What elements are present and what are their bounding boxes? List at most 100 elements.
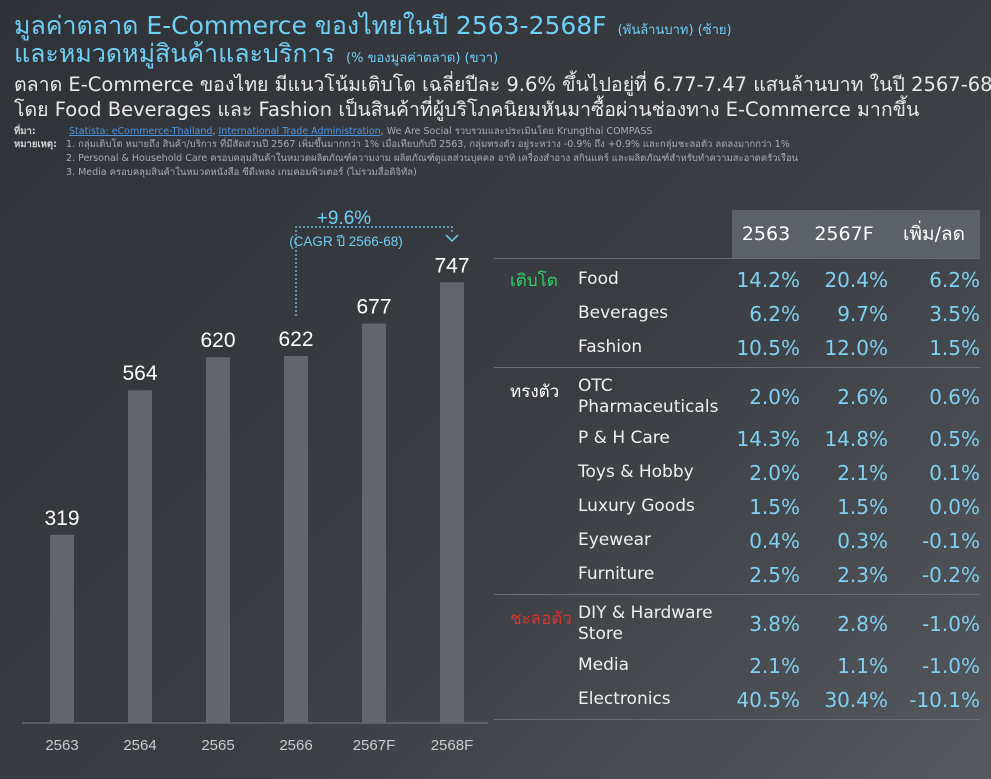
item-label: Toys & Hobby — [578, 462, 694, 483]
category-table: 2563 2567F เพิ่ม/ลด เติบโต Food 14.2% 20… — [494, 210, 980, 720]
bar — [284, 356, 308, 723]
page-title-2: และหมวดหมู่สินค้าและบริการ — [14, 39, 335, 68]
bar-chart: 319 2563 564 2564 620 2565 622 2566 677 2567F 747 2… — [22, 208, 488, 754]
x-tick-label: 2567F — [353, 737, 396, 754]
table-row: Luxury Goods 1.5% 1.5% 0.0% — [494, 490, 980, 524]
table-row: Beverages 6.2% 9.7% 3.5% — [494, 297, 980, 331]
source-line: ที่มา: Statista: eCommerce-Thailand, Int… — [14, 125, 982, 139]
x-tick-label: 2566 — [279, 737, 312, 754]
value-2563: 0.4% — [749, 529, 800, 553]
value-change: -1.0% — [921, 612, 980, 636]
source-separator: , — [212, 125, 219, 137]
table-row: Furniture 2.5% 2.3% -0.2% — [494, 558, 980, 592]
table-row: Media 2.1% 1.1% -1.0% — [494, 649, 980, 683]
item-label: Furniture — [578, 564, 655, 585]
value-2567f: 2.6% — [837, 385, 888, 409]
group-slowdown: ชะลอตัว DIY & Hardware Store 3.8% 2.8% -… — [494, 594, 980, 720]
value-2563: 14.3% — [736, 427, 800, 451]
item-label: Food — [578, 269, 619, 290]
title-line-2: และหมวดหมู่สินค้าและบริการ (% ของมูลค่าต… — [14, 40, 982, 68]
note-item-2: 2. Personal & Household Care ครอบคลุมสิน… — [66, 153, 799, 165]
value-change: -0.2% — [921, 563, 980, 587]
value-2563: 2.1% — [749, 654, 800, 678]
value-2563: 2.0% — [749, 385, 800, 409]
value-2567f: 14.8% — [824, 427, 888, 451]
value-change: 0.6% — [929, 385, 980, 409]
value-2567f: 12.0% — [824, 336, 888, 360]
cagr-arrow-icon — [445, 234, 459, 243]
subtitle-line-2: โดย Food Beverages และ Fashion เป็นสินค้… — [14, 98, 920, 122]
table-header-blank — [494, 210, 732, 258]
value-change: 3.5% — [929, 302, 980, 326]
value-2563: 6.2% — [749, 302, 800, 326]
table-row: Electronics 40.5% 30.4% -10.1% — [494, 683, 980, 717]
subtitle-line-1: ตลาด E-Commerce ของไทย มีแนวโน้มเติบโต เ… — [14, 73, 991, 96]
value-2563: 14.2% — [736, 268, 800, 292]
note-list: 1. กลุ่มเติบโต หมายถึง สินค้า/บริการ ที่… — [66, 138, 982, 179]
item-label: DIY & Hardware Store — [578, 602, 713, 644]
title-unit: (พันล้านบาท) (ซ้าย) — [617, 23, 732, 38]
value-2567f: 1.1% — [837, 654, 888, 678]
value-2563: 1.5% — [749, 495, 800, 519]
data-label: 622 — [278, 328, 313, 351]
value-change: 6.2% — [929, 268, 980, 292]
note-item-1: 1. กลุ่มเติบโต หมายถึง สินค้า/บริการ ที่… — [66, 139, 790, 151]
value-change: -10.1% — [909, 688, 980, 712]
table-row: ชะลอตัว DIY & Hardware Store 3.8% 2.8% -… — [494, 599, 980, 649]
table-header: 2563 2567F เพิ่ม/ลด — [494, 210, 980, 258]
header-2563: 2563 — [732, 210, 800, 258]
item-label: OTC Pharmaceuticals — [578, 375, 719, 417]
table-row: P & H Care 14.3% 14.8% 0.5% — [494, 422, 980, 456]
source-link-statista[interactable]: Statista: eCommerce-Thailand — [69, 125, 213, 137]
x-tick-label: 2568F — [431, 737, 474, 754]
bar — [206, 357, 230, 723]
value-2567f: 2.1% — [837, 461, 888, 485]
item-label: Eyewear — [578, 530, 652, 551]
value-change: -0.1% — [921, 529, 980, 553]
item-label: Beverages — [578, 303, 669, 324]
source-rest: , We Are Social รวบรวมและประเมินโดย Krun… — [380, 125, 653, 137]
title-line-1: มูลค่าตลาด E-Commerce ของไทยในปี 2563-25… — [14, 12, 982, 40]
item-label: P & H Care — [578, 428, 670, 449]
value-2567f: 30.4% — [824, 688, 888, 712]
value-change: 0.5% — [929, 427, 980, 451]
table-row: ทรงตัว OTC Pharmaceuticals 2.0% 2.6% 0.6… — [494, 372, 980, 422]
value-change: 0.1% — [929, 461, 980, 485]
group-growth: เติบโต Food 14.2% 20.4% 6.2% Beverages 6… — [494, 258, 980, 367]
value-2567f: 2.3% — [837, 563, 888, 587]
data-label: 564 — [122, 362, 157, 385]
category-label-slowdown: ชะลอตัว — [510, 609, 572, 629]
table-row: Eyewear 0.4% 0.3% -0.1% — [494, 524, 980, 558]
category-label-growth: เติบโต — [510, 270, 558, 291]
value-2567f: 20.4% — [824, 268, 888, 292]
data-label: 677 — [356, 296, 391, 319]
header-change: เพิ่ม/ลด — [888, 210, 980, 258]
value-2563: 10.5% — [736, 336, 800, 360]
notes-label: หมายเหตุ: — [14, 139, 57, 151]
value-2563: 40.5% — [736, 688, 800, 712]
bar — [440, 282, 464, 723]
x-tick-label: 2564 — [123, 737, 156, 754]
table-row: Fashion 10.5% 12.0% 1.5% — [494, 331, 980, 365]
value-2563: 2.0% — [749, 461, 800, 485]
cagr-bracket — [295, 226, 453, 317]
group-stable: ทรงตัว OTC Pharmaceuticals 2.0% 2.6% 0.6… — [494, 367, 980, 594]
cagr-label: +9.6% — [317, 208, 372, 229]
note-item-3: 3. Media ครอบคลุมสินค้าในหมวดหนังสือ ซีด… — [66, 166, 417, 178]
table-row: เติบโต Food 14.2% 20.4% 6.2% — [494, 263, 980, 297]
bar — [128, 390, 152, 723]
item-label: Media — [578, 655, 630, 676]
value-2567f: 2.8% — [837, 612, 888, 636]
value-change: 1.5% — [929, 336, 980, 360]
x-tick-label: 2563 — [45, 737, 78, 754]
x-tick-label: 2565 — [201, 737, 234, 754]
value-2563: 3.8% — [749, 612, 800, 636]
notes: หมายเหตุ: 1. กลุ่มเติบโต หมายถึง สินค้า/… — [14, 138, 982, 179]
item-label: Electronics — [578, 689, 671, 710]
source-link-ita[interactable]: International Trade Administration — [218, 125, 381, 137]
value-change: -1.0% — [921, 654, 980, 678]
item-label: Luxury Goods — [578, 496, 695, 517]
value-2567f: 1.5% — [837, 495, 888, 519]
value-2567f: 9.7% — [837, 302, 888, 326]
title-unit-2: (% ของมูลค่าตลาด) (ขวา) — [346, 51, 499, 66]
